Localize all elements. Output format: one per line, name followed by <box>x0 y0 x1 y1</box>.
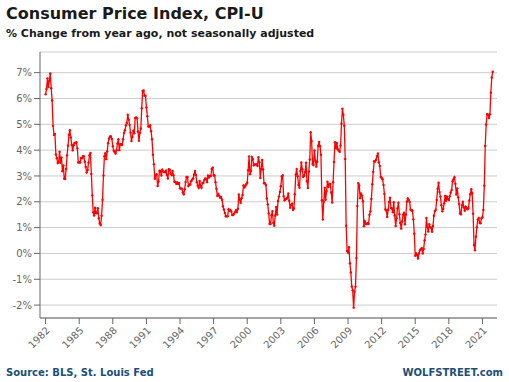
svg-text:2000: 2000 <box>228 325 254 351</box>
html-text:Consumer Price Index, CPI-U: Consumer Price Index, CPI-U <box>6 4 264 23</box>
svg-text:5%: 5% <box>16 119 32 130</box>
svg-text:2003: 2003 <box>261 325 287 351</box>
svg-text:6%: 6% <box>16 93 32 104</box>
svg-text:-2%: -2% <box>13 300 32 311</box>
svg-text:2021: 2021 <box>463 325 489 351</box>
svg-text:3%: 3% <box>16 171 32 182</box>
svg-text:2012: 2012 <box>362 325 388 351</box>
svg-text:7%: 7% <box>16 67 32 78</box>
svg-text:1991: 1991 <box>127 325 153 351</box>
svg-text:1988: 1988 <box>93 325 119 351</box>
html-text:Source: BLS, St. Louis Fed: Source: BLS, St. Louis Fed <box>6 367 154 378</box>
svg-text:1994: 1994 <box>161 325 187 351</box>
svg-text:-1%: -1% <box>13 274 32 285</box>
svg-text:2018: 2018 <box>429 325 455 351</box>
html-text:WOLFSTREET.com: WOLFSTREET.com <box>402 367 503 378</box>
svg-text:0%: 0% <box>16 248 32 259</box>
svg-text:1985: 1985 <box>60 325 86 351</box>
svg-text:1997: 1997 <box>194 325 220 351</box>
svg-text:2009: 2009 <box>329 325 355 351</box>
html-text:% Change from year ago, not se: % Change from year ago, not seasonally a… <box>6 27 315 40</box>
svg-text:4%: 4% <box>16 145 32 156</box>
svg-text:1%: 1% <box>16 222 32 233</box>
svg-text:2015: 2015 <box>396 325 422 351</box>
svg-text:1982: 1982 <box>26 325 52 351</box>
svg-text:2006: 2006 <box>295 325 321 351</box>
svg-text:2%: 2% <box>16 196 32 207</box>
